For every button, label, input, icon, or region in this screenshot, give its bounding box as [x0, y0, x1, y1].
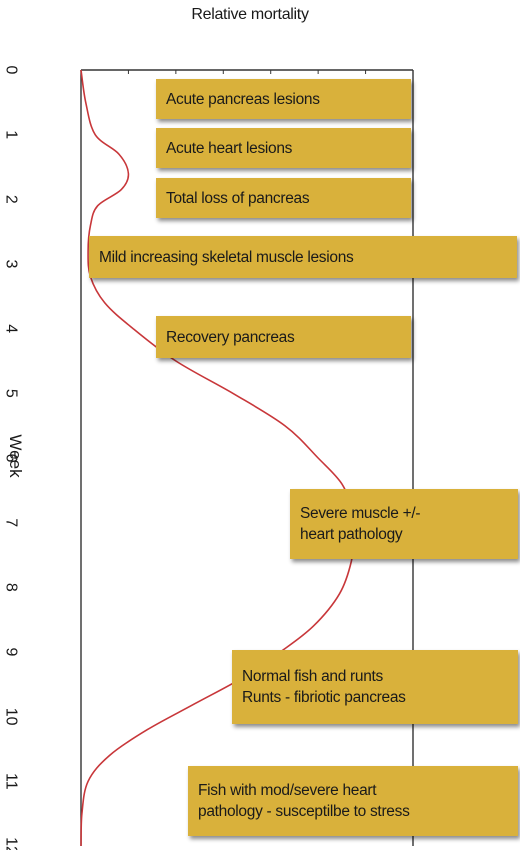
annotation-total-loss-pancreas: Total loss of pancreas: [156, 178, 411, 218]
week-tick-label: 4: [3, 324, 20, 333]
mortality-curve: [80, 69, 355, 847]
x-axis-title: Relative mortality: [191, 6, 309, 23]
y-axis-title: Week: [6, 434, 25, 478]
week-tick-label: 10: [3, 708, 20, 726]
week-tick-label: 6: [3, 454, 20, 463]
annotation-heart-pathology-stress: Fish with mod/severe heart pathology - s…: [188, 766, 518, 836]
week-tick-label: 2: [3, 195, 20, 204]
week-tick-label: 3: [3, 260, 20, 269]
week-tick-label: 5: [3, 389, 20, 398]
annotation-acute-heart: Acute heart lesions: [156, 128, 411, 168]
week-tick-label: 9: [3, 648, 20, 657]
week-tick-label: 11: [3, 773, 20, 790]
annotation-recovery-pancreas: Recovery pancreas: [156, 316, 411, 358]
annotation-skeletal-muscle: Mild increasing skeletal muscle lesions: [89, 236, 517, 278]
week-tick-label: 12: [3, 837, 20, 850]
week-tick-label: 1: [3, 130, 20, 139]
week-tick-label: 0: [3, 66, 20, 75]
annotation-acute-pancreas: Acute pancreas lesions: [156, 79, 411, 119]
week-tick-label: 7: [3, 518, 20, 527]
week-tick-label: 8: [3, 583, 20, 592]
annotation-severe-muscle: Severe muscle +/- heart pathology: [290, 489, 518, 559]
annotation-normal-fish-runts: Normal fish and runts Runts - fibriotic …: [232, 650, 518, 724]
mortality-series: [80, 69, 355, 847]
